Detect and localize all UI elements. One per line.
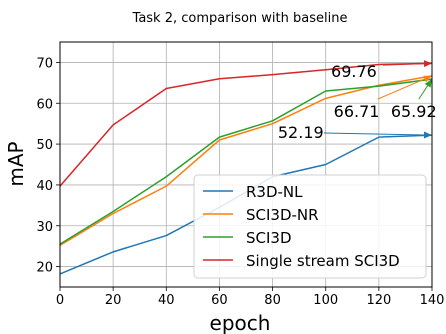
annotation-arrowhead [423,60,432,68]
legend-label: Single stream SCI3D [246,252,400,270]
x-tick-label: 80 [264,293,281,308]
annotation-label: 52.19 [278,123,324,142]
y-tick-label: 20 [36,261,53,276]
x-tick-label: 40 [158,293,175,308]
legend-label: R3D-NL [246,183,303,201]
annotations: 69.76 66.71 65.92 52.19 [278,60,437,142]
annotation-arrow [377,75,433,100]
legend-label: SCI3D [246,229,292,247]
annotation-arrow [323,132,433,136]
annotation-label: 65.92 [391,102,437,121]
chart-title: Task 2, comparison with baseline [132,11,348,26]
plot-frame [59,41,433,288]
x-axis-label: epoch [210,311,271,334]
annotation-arrowhead [423,131,432,139]
y-tick-label: 60 [36,97,53,112]
x-tick-label: 0 [56,293,64,308]
series-line-single-stream-sci3d [59,62,433,187]
x-tick-label: 20 [105,293,122,308]
y-tick-label: 70 [36,56,53,71]
axis-ticks: 0 20 40 60 80 100 120 140 20 30 40 50 60 70 [36,56,444,308]
annotation-arrowhead [423,75,432,83]
legend: R3D-NL SCI3D-NR SCI3D Single stream SCI3D [193,174,427,279]
x-tick-label: 60 [211,293,228,308]
y-tick-label: 30 [36,220,53,235]
x-tick-label: 140 [420,293,445,308]
y-tick-label: 40 [36,179,53,194]
y-tick-label: 50 [36,138,53,153]
annotation-arrowhead [424,79,432,88]
x-tick-label: 120 [366,293,391,308]
legend-box [193,174,427,279]
annotation-arrow [383,62,433,66]
y-axis-label: mAP [4,141,28,186]
x-tick-label: 100 [313,293,338,308]
annotation-label: 69.76 [331,62,377,81]
series-line-sci3d [59,78,433,245]
legend-label: SCI3D-NR [246,206,319,224]
annotation-label: 66.71 [334,102,380,121]
